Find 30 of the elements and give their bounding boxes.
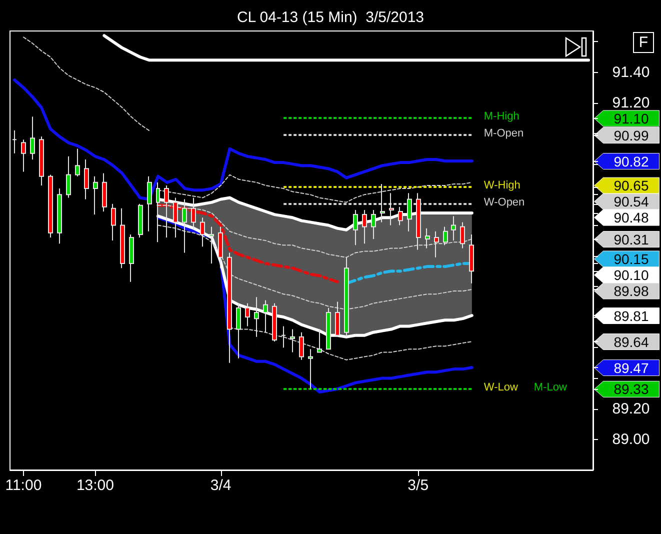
y-tick-label: 89.64 xyxy=(614,334,649,350)
y-tick-label: 90.65 xyxy=(614,178,649,194)
y-tick-label: 90.15 xyxy=(614,250,649,267)
x-tick-label: 3/5 xyxy=(408,477,429,494)
y-tick-label: 91.40 xyxy=(612,64,650,81)
ref-line-label: M-Low xyxy=(534,381,567,394)
ref-line-label: W-Low xyxy=(484,381,518,394)
y-tick-label: 89.81 xyxy=(614,308,649,324)
y-tick-label: 90.82 xyxy=(614,153,649,170)
ref-line-label: M-High xyxy=(484,110,520,123)
ref-line-label: W-Open xyxy=(484,196,525,208)
x-tick-label: 3/4 xyxy=(210,477,232,494)
y-tick-label: 90.31 xyxy=(614,231,649,248)
chart-title: CL 04-13 (15 Min) 3/5/2013 xyxy=(236,9,424,26)
y-tick-label: 89.33 xyxy=(614,381,649,398)
y-tick-label: 89.20 xyxy=(612,400,650,418)
y-tick-label: 90.99 xyxy=(614,127,649,144)
ref-line-label: W-High xyxy=(484,180,520,192)
y-tick-label: 90.54 xyxy=(614,194,649,210)
y-tick-label: 90.10 xyxy=(614,266,649,283)
y-tick-label: 89.47 xyxy=(614,360,649,376)
y-tick-label: 91.10 xyxy=(614,110,649,126)
ref-line-label: M-Open xyxy=(484,128,524,140)
y-tick-label: 89.00 xyxy=(612,430,650,448)
y-tick-label: 91.20 xyxy=(612,94,650,112)
y-tick-label: 89.98 xyxy=(614,282,649,299)
x-tick-label: 11:00 xyxy=(5,477,42,494)
text: F xyxy=(638,34,648,51)
x-tick-label: 13:00 xyxy=(76,477,114,494)
y-tick-label: 90.48 xyxy=(614,210,649,226)
